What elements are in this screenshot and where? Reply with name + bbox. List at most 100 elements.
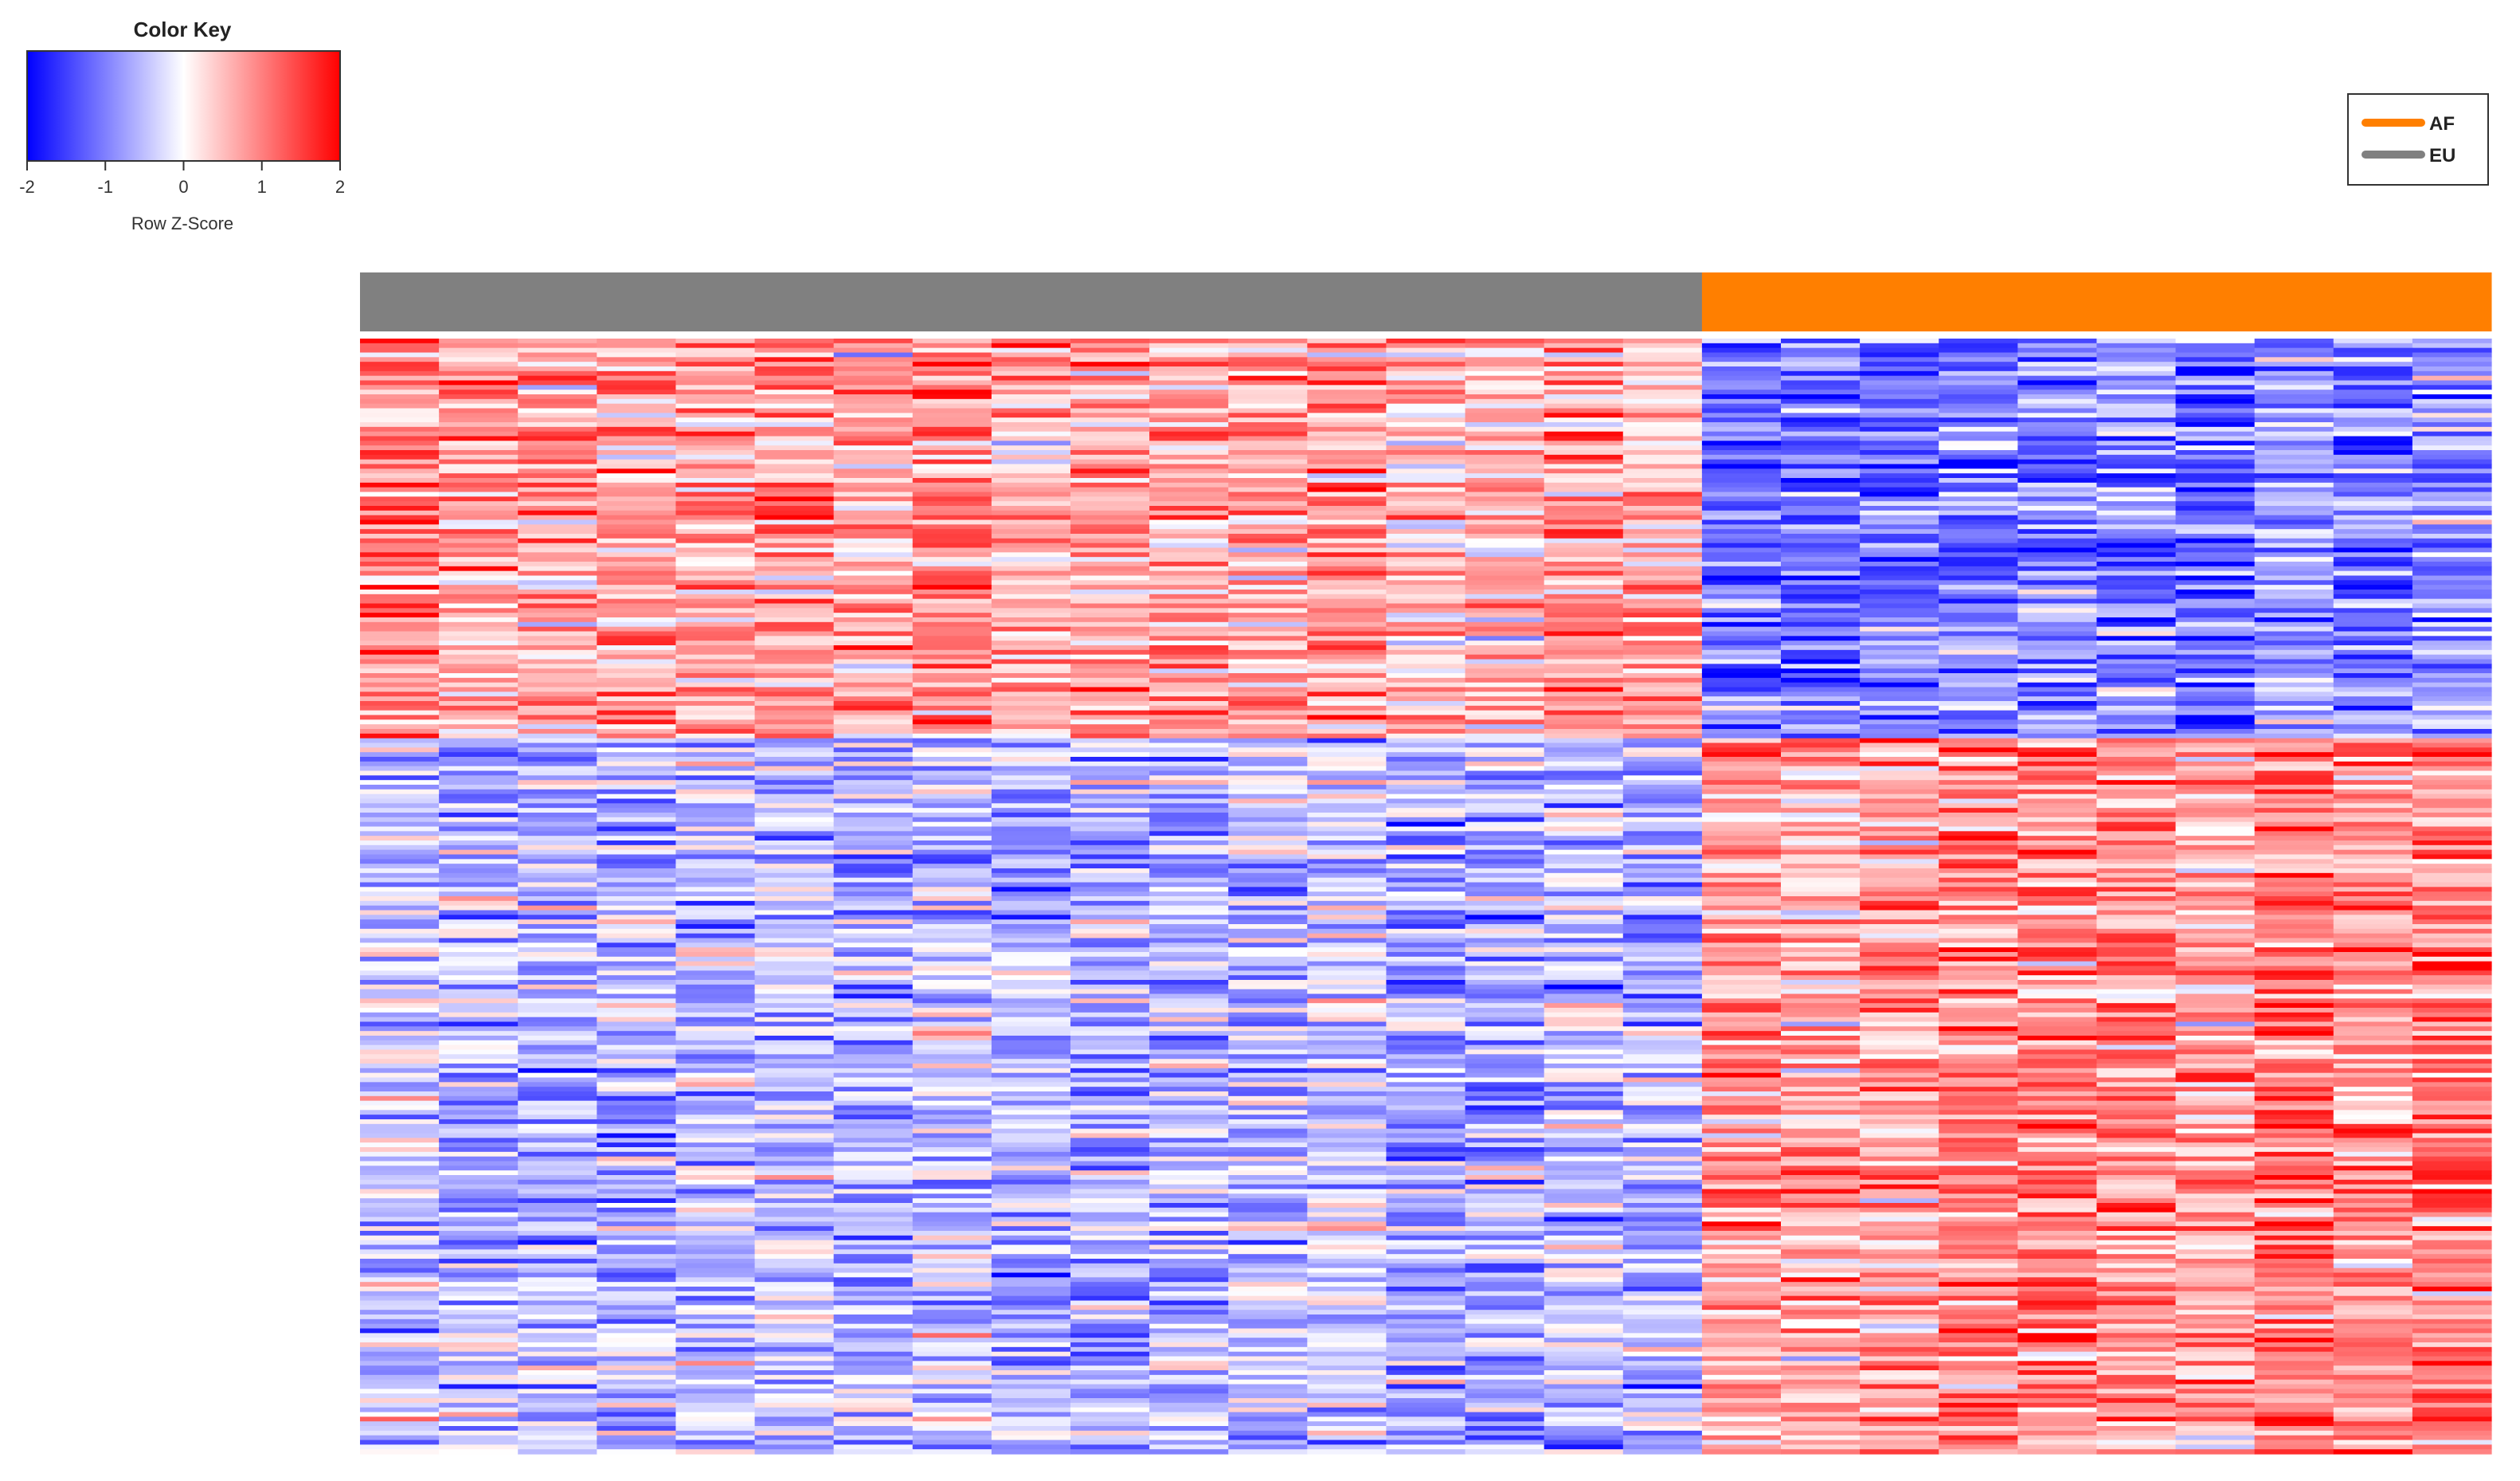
heatmap-cell xyxy=(2412,803,2492,809)
heatmap-cell xyxy=(1860,1091,1939,1097)
heatmap-cell xyxy=(1228,733,1308,739)
heatmap-cell xyxy=(1307,1026,1387,1032)
heatmap-cell xyxy=(1228,761,1308,767)
heatmap-cell xyxy=(833,891,914,897)
heatmap-cell xyxy=(1307,1179,1387,1185)
heatmap-cell xyxy=(1860,496,1939,502)
heatmap-cell xyxy=(2175,375,2256,382)
heatmap-cell xyxy=(597,998,677,1004)
heatmap-cell xyxy=(2333,352,2413,358)
heatmap-cell xyxy=(2254,836,2334,841)
heatmap-cell xyxy=(1386,1110,1466,1115)
heatmap-cell xyxy=(2096,1151,2177,1158)
heatmap-cell xyxy=(675,998,756,1004)
heatmap-cell xyxy=(991,803,1071,809)
heatmap-cell xyxy=(1149,603,1229,609)
heatmap-cell xyxy=(754,357,835,362)
heatmap-cell xyxy=(1386,747,1466,753)
heatmap-cell xyxy=(1939,868,2018,874)
heatmap-cell xyxy=(1781,705,1861,711)
heatmap-cell xyxy=(1307,952,1387,958)
heatmap-cell xyxy=(2333,659,2413,664)
heatmap-cell xyxy=(1860,626,1939,633)
heatmap-cell xyxy=(1307,1040,1387,1046)
heatmap-cell xyxy=(597,441,677,446)
heatmap-cell xyxy=(1465,357,1545,362)
heatmap-cell xyxy=(991,813,1071,818)
heatmap-cell xyxy=(597,621,677,628)
heatmap-cell xyxy=(1781,1087,1861,1092)
heatmap-cell xyxy=(1860,543,1939,549)
heatmap-cell xyxy=(1939,980,2018,985)
heatmap-cell xyxy=(1228,445,1308,451)
heatmap-cell xyxy=(1860,733,1939,739)
heatmap-cell xyxy=(1939,394,2018,400)
heatmap-cell xyxy=(2333,641,2413,646)
heatmap-cell xyxy=(2412,1059,2492,1064)
heatmap-cell xyxy=(360,789,440,795)
heatmap-cell xyxy=(1860,692,1939,697)
heatmap-cell xyxy=(1149,1179,1229,1185)
heatmap-cell xyxy=(2412,375,2492,382)
heatmap-cell xyxy=(1149,575,1229,581)
heatmap-cell xyxy=(2017,919,2098,925)
heatmap-cell xyxy=(1939,580,2018,586)
heatmap-cell xyxy=(1544,891,1624,897)
heatmap-cell xyxy=(1701,733,1782,739)
heatmap-cell xyxy=(597,952,677,958)
heatmap-cell xyxy=(2254,673,2334,679)
heatmap-cell xyxy=(1228,1008,1308,1013)
heatmap-cell xyxy=(1544,952,1624,958)
heatmap-cell xyxy=(1701,394,1782,400)
heatmap-cell xyxy=(754,715,835,720)
heatmap-cell xyxy=(2412,733,2492,739)
heatmap-cell xyxy=(912,659,992,664)
heatmap-cell xyxy=(1622,724,1703,730)
heatmap-cell xyxy=(1149,821,1229,828)
heatmap-cell xyxy=(2017,1123,2098,1130)
heatmap-cell xyxy=(912,1161,992,1166)
heatmap-cell xyxy=(518,980,597,985)
heatmap-cell xyxy=(754,673,835,679)
heatmap-cell xyxy=(1149,1087,1229,1092)
heatmap-cell xyxy=(2412,742,2492,748)
heatmap-cell xyxy=(518,1077,597,1083)
heatmap-cell xyxy=(991,524,1071,530)
heatmap-cell xyxy=(1860,1021,1939,1027)
heatmap-cell xyxy=(1860,849,1939,856)
heatmap-cell xyxy=(1386,626,1466,633)
heatmap-cell xyxy=(1781,780,1861,786)
heatmap-cell xyxy=(360,529,440,535)
heatmap-cell xyxy=(2096,859,2177,864)
heatmap-cell xyxy=(1228,989,1308,995)
heatmap-cell xyxy=(1939,961,2018,967)
heatmap-cell xyxy=(2096,808,2177,813)
heatmap-cell xyxy=(754,370,835,377)
heatmap-cell xyxy=(1386,441,1466,446)
heatmap-cell xyxy=(1622,1036,1703,1041)
heatmap-cell xyxy=(991,1017,1071,1023)
heatmap-cell xyxy=(2017,347,2098,354)
heatmap-cell xyxy=(1149,910,1229,915)
heatmap-cell xyxy=(912,375,992,382)
heatmap-cell xyxy=(2254,1100,2334,1107)
heatmap-cell xyxy=(1307,478,1387,484)
heatmap-cell xyxy=(1701,910,1782,915)
heatmap-cell xyxy=(675,757,756,762)
heatmap-cell xyxy=(1544,538,1624,544)
heatmap-cell xyxy=(1781,510,1861,516)
heatmap-cell xyxy=(2175,1184,2256,1190)
heatmap-cell xyxy=(597,1036,677,1041)
heatmap-cell xyxy=(2096,1147,2177,1153)
heatmap-cell xyxy=(1228,887,1308,892)
heatmap-cell xyxy=(2096,426,2177,433)
heatmap-cell xyxy=(2175,896,2256,902)
heatmap-cell xyxy=(754,813,835,818)
heatmap-cell xyxy=(754,738,835,744)
heatmap-cell xyxy=(1860,519,1939,525)
heatmap-cell xyxy=(439,390,518,395)
heatmap-cell xyxy=(754,580,835,586)
heatmap-cell xyxy=(597,854,677,860)
heatmap-cell xyxy=(2017,970,2098,976)
heatmap-cell xyxy=(991,1036,1071,1041)
